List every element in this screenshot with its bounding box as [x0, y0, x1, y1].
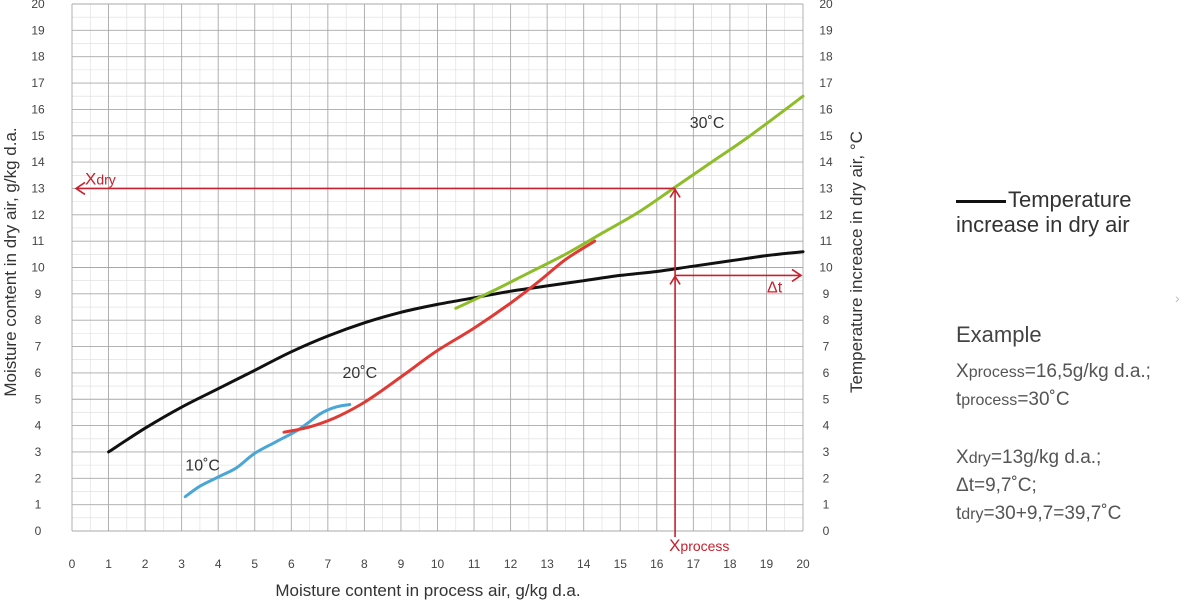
x-tick-label: 18	[723, 557, 737, 571]
y-tick-label-left: 9	[35, 287, 42, 301]
y-tick-label-right: 4	[823, 419, 830, 433]
x-tick-label: 7	[325, 557, 332, 571]
y-tick-label-right: 18	[819, 50, 833, 64]
y-tick-label-left: 12	[31, 208, 45, 222]
y-tick-label-right: 0	[823, 524, 830, 538]
y-axis-title: Moisture content in dry air, g/kg d.a.	[1, 127, 20, 396]
curve-label-1: 20˚C	[342, 365, 377, 382]
y-tick-label-left: 1	[35, 498, 42, 512]
chevron-left-icon[interactable]: ‹	[12, 290, 17, 306]
series-line-2	[282, 239, 597, 434]
y-tick-label-left: 15	[31, 129, 45, 143]
x-process-label: Xprocess	[669, 536, 729, 555]
y-tick-label-right: 8	[823, 313, 830, 327]
example-annotation: Xdry Xprocess Δt	[74, 169, 803, 555]
dt-arrowhead-up	[669, 274, 681, 285]
y-tick-label-right: 14	[819, 155, 833, 169]
x-tick-label: 5	[251, 557, 258, 571]
y-tick-label-left: 5	[35, 392, 42, 406]
y-tick-label-left: 7	[35, 340, 42, 354]
curve-label-0: 10˚C	[185, 457, 220, 474]
example-line-x-dry: Xdry=13g/kg d.a.;	[956, 447, 1102, 468]
x-dry-label: Xdry	[85, 169, 116, 188]
legend-swatch	[956, 199, 1006, 203]
legend-line1: Temperature	[1008, 187, 1132, 212]
y-tick-label-left: 4	[35, 419, 42, 433]
y-tick-label-right: 7	[823, 340, 830, 354]
legend: Temperature increase in dry air	[956, 187, 1132, 237]
x-process-arrowhead	[669, 187, 681, 198]
y-tick-label-right: 9	[823, 287, 830, 301]
y-tick-label-left: 20	[31, 0, 45, 11]
y-tick-label-right: 2	[823, 471, 830, 485]
y-tick-label-right: 20	[819, 0, 833, 11]
y-tick-label-left: 17	[31, 76, 45, 90]
series-line-3	[454, 94, 805, 310]
y-tick-label-right: 1	[823, 498, 830, 512]
y-tick-label-right: 3	[823, 445, 830, 459]
series-line-1	[183, 403, 352, 499]
x-tick-label: 12	[504, 557, 518, 571]
y-tick-label-left: 18	[31, 50, 45, 64]
y-tick-label-left: 6	[35, 366, 42, 380]
x-tick-label: 11	[468, 557, 481, 571]
y-tick-label-left: 19	[31, 23, 45, 37]
y-tick-label-left: 8	[35, 313, 42, 327]
x-tick-label: 10	[431, 557, 445, 571]
x-axis-title: Moisture content in process air, g/kg d.…	[275, 581, 580, 600]
y-tick-label-right: 12	[819, 208, 833, 222]
y-tick-label-right: 11	[820, 234, 833, 248]
x-tick-label: 13	[540, 557, 554, 571]
dt-label: Δt	[767, 279, 783, 296]
y-tick-label-right: 19	[819, 23, 833, 37]
series-line-0	[107, 250, 805, 454]
x-tick-label: 19	[760, 557, 774, 571]
y-tick-label-left: 10	[31, 261, 45, 275]
x-tick-label: 2	[142, 557, 149, 571]
example-line-x-process: Xprocess=16,5g/kg d.a.;	[956, 361, 1151, 382]
x-tick-label: 9	[398, 557, 405, 571]
y-tick-label-right: 10	[819, 261, 833, 275]
example-line-dt: Δt=9,7˚C;	[956, 475, 1037, 496]
y-tick-label-right: 16	[819, 102, 833, 116]
x-tick-label: 14	[577, 557, 591, 571]
x-tick-label: 20	[796, 557, 810, 571]
x-tick-label: 0	[69, 557, 76, 571]
x-tick-label: 6	[288, 557, 295, 571]
curve-label-2: 30˚C	[690, 115, 725, 132]
y-tick-label-left: 13	[31, 181, 45, 195]
y-tick-label-right: 13	[819, 181, 833, 195]
y-tick-label-left: 11	[32, 234, 45, 248]
chevron-right-icon[interactable]: ›	[1175, 290, 1180, 306]
example-title: Example	[956, 322, 1042, 347]
x-tick-label: 17	[687, 557, 701, 571]
y-tick-label-left: 14	[31, 155, 45, 169]
legend-line2: increase in dry air	[956, 212, 1130, 237]
y-tick-label-left: 2	[35, 471, 42, 485]
x-dry-arrowhead	[74, 181, 86, 196]
x-tick-label: 16	[650, 557, 664, 571]
y2-axis-title: Temperature increace in dry air, °C	[847, 131, 866, 393]
x-tick-label: 4	[215, 557, 222, 571]
x-tick-label: 3	[178, 557, 185, 571]
y-tick-label-left: 3	[35, 445, 42, 459]
x-tick-label: 15	[614, 557, 628, 571]
y-tick-label-left: 16	[31, 102, 45, 116]
y-tick-label-left: 0	[35, 524, 42, 538]
dt-arrowhead	[791, 268, 803, 283]
y-tick-label-right: 5	[823, 392, 830, 406]
x-tick-label: 1	[105, 557, 112, 571]
y-tick-label-right: 17	[819, 76, 833, 90]
y-tick-label-right: 15	[819, 129, 833, 143]
y-tick-label-right: 6	[823, 366, 830, 380]
example-line-t-process: tprocess=30˚C	[956, 389, 1070, 410]
x-tick-label: 8	[361, 557, 368, 571]
example-line-t-dry: tdry=30+9,7=39,7˚C	[956, 503, 1122, 524]
